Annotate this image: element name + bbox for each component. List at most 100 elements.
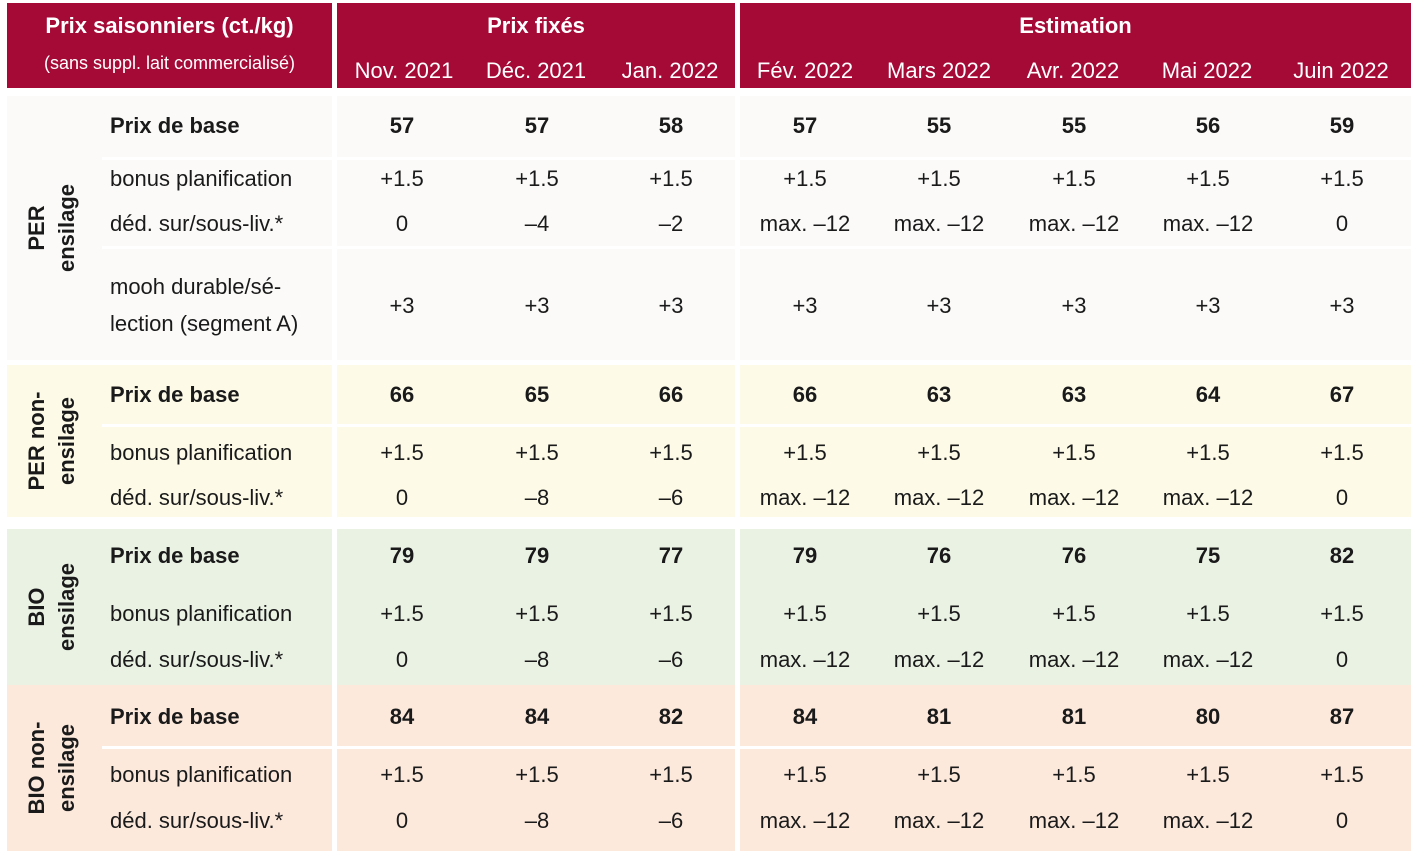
value-cell: 81: [926, 704, 952, 729]
value-cell: 82: [658, 704, 684, 729]
row-label: Prix de base: [110, 382, 240, 407]
value-cell: max. –12: [759, 211, 851, 236]
value-cell: 66: [658, 382, 684, 407]
value-cell: +1.5: [1186, 762, 1230, 787]
value-cell: 84: [792, 704, 818, 729]
value-cell: +3: [792, 292, 818, 318]
value-cell: –6: [658, 647, 684, 672]
column-separator: [735, 96, 740, 360]
value-cell: 65: [524, 382, 550, 407]
group-label-line: ensilage: [54, 396, 79, 486]
value-cell: 77: [658, 543, 684, 568]
value-cell: 79: [792, 543, 818, 568]
row-label: Prix de base: [110, 543, 240, 568]
value-cell: 58: [658, 113, 684, 138]
group-label: BIO ensilage: [7, 529, 97, 685]
value-cell: +1.5: [649, 762, 693, 787]
row-label: déd. sur/sous-liv.*: [110, 647, 284, 672]
value-cell: +1.5: [1186, 440, 1230, 465]
value-cell: 76: [1061, 543, 1087, 568]
row-separator: [102, 746, 1411, 749]
value-cell: +1.5: [380, 762, 424, 787]
value-cell: +1.5: [1186, 601, 1230, 626]
value-cell: +3: [658, 292, 684, 318]
month-header: Avr. 2022: [1026, 58, 1120, 83]
value-cell: 57: [792, 113, 818, 138]
value-cell: +1.5: [380, 166, 424, 191]
value-cell: –6: [658, 485, 684, 510]
value-cell: –6: [658, 808, 684, 833]
table-title: Prix saisonniers (ct./kg): [45, 13, 294, 38]
value-cell: max. –12: [1162, 211, 1254, 236]
value-cell: +1.5: [783, 440, 827, 465]
value-cell: max. –12: [759, 808, 851, 833]
value-cell: +1.5: [1186, 166, 1230, 191]
month-header: Nov. 2021: [354, 58, 454, 83]
table-subtitle: (sans suppl. lait commercialisé): [43, 53, 296, 73]
row-label: Prix de base: [110, 704, 240, 729]
month-header: Jan. 2022: [621, 58, 719, 83]
value-cell: +3: [1061, 292, 1087, 318]
value-cell: max. –12: [893, 647, 985, 672]
value-cell: max. –12: [759, 647, 851, 672]
value-cell: +3: [1195, 292, 1221, 318]
value-cell: max. –12: [1028, 211, 1120, 236]
column-separator: [332, 96, 337, 360]
value-cell: 63: [926, 382, 952, 407]
value-cell: 84: [524, 704, 550, 729]
value-cell: max. –12: [759, 485, 851, 510]
header-title-cell: Prix saisonniers (ct./kg) (sans suppl. l…: [7, 3, 332, 88]
group-label-line: BIO non-: [24, 721, 49, 815]
value-cell: +1.5: [783, 762, 827, 787]
row-label: Prix de base: [110, 113, 240, 138]
value-cell: 80: [1195, 704, 1221, 729]
value-cell: +3: [389, 292, 415, 318]
value-cell: 82: [1329, 543, 1355, 568]
group-label-line: PER: [24, 205, 49, 251]
value-cell: +1.5: [1320, 762, 1364, 787]
value-cell: +1.5: [649, 440, 693, 465]
value-cell: max. –12: [1162, 808, 1254, 833]
group-label-text: BIO non-ensilage: [22, 722, 82, 815]
row-separator: [102, 424, 1411, 427]
value-cell: 0: [1335, 647, 1349, 672]
group-block: [7, 529, 1411, 685]
value-cell: 57: [389, 113, 415, 138]
value-cell: max. –12: [1028, 647, 1120, 672]
value-cell: 0: [395, 211, 409, 236]
value-cell: +1.5: [515, 762, 559, 787]
value-cell: max. –12: [1028, 485, 1120, 510]
value-cell: 67: [1329, 382, 1355, 407]
group-label: PER non-ensilage: [7, 365, 97, 517]
value-cell: 76: [926, 543, 952, 568]
group-label-line: ensilage: [54, 183, 79, 273]
value-cell: +1.5: [917, 166, 961, 191]
fixed-prices-label: Prix fixés: [487, 13, 585, 38]
row-label: déd. sur/sous-liv.*: [110, 485, 284, 510]
group-label-line: PER non-: [24, 391, 49, 491]
header-fixed-prices: Prix fixés Nov. 2021 Déc. 2021 Jan. 2022: [337, 3, 735, 88]
group-label-text: PER non-ensilage: [22, 392, 82, 491]
value-cell: 55: [926, 113, 952, 138]
group-label-line: ensilage: [54, 562, 79, 652]
value-cell: max. –12: [893, 211, 985, 236]
column-separator: [332, 365, 337, 517]
row-label: bonus planification: [110, 166, 293, 191]
value-cell: –4: [524, 211, 550, 236]
value-cell: +1.5: [783, 601, 827, 626]
value-cell: –8: [524, 647, 550, 672]
value-cell: 56: [1195, 113, 1221, 138]
value-cell: 59: [1329, 113, 1355, 138]
value-cell: 81: [1061, 704, 1087, 729]
value-cell: max. –12: [1028, 808, 1120, 833]
value-cell: 63: [1061, 382, 1087, 407]
value-cell: 0: [395, 647, 409, 672]
group-label: BIO non-ensilage: [7, 685, 97, 851]
value-cell: +1.5: [1052, 601, 1096, 626]
group-label-line: BIO: [24, 587, 49, 627]
row-label: déd. sur/sous-liv.*: [110, 211, 284, 236]
value-cell: +1.5: [380, 601, 424, 626]
value-cell: 66: [389, 382, 415, 407]
column-separator: [332, 685, 337, 851]
value-cell: 64: [1195, 382, 1221, 407]
